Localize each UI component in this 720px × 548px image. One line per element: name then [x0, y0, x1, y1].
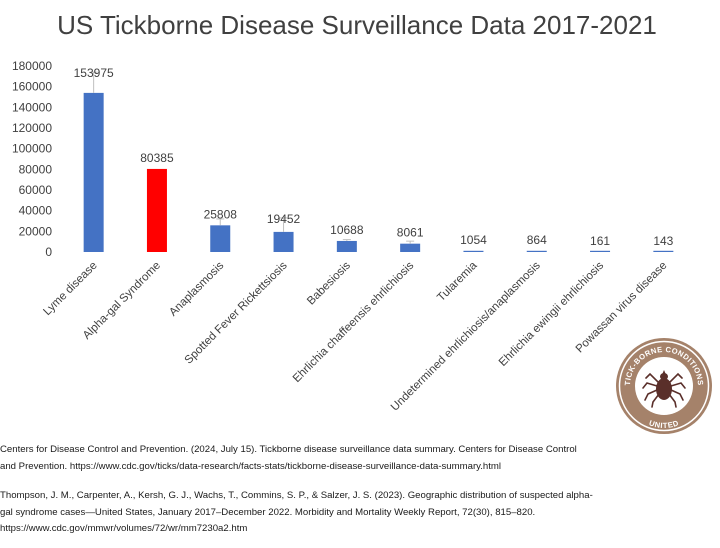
bar [526, 250, 547, 252]
y-tick-label: 120000 [12, 121, 52, 135]
data-label: 864 [527, 233, 547, 247]
logo: TICK-BORNE CONDITIONS UNITED [616, 338, 712, 434]
x-tick-label: Lyme disease [41, 260, 99, 318]
y-tick-label: 180000 [12, 59, 52, 73]
x-tick-label: Ehrlichia ewingii ehrlichiosis [497, 259, 606, 368]
data-label: 1054 [460, 233, 487, 247]
data-label: 143 [653, 234, 673, 248]
references: Centers for Disease Control and Preventi… [0, 442, 716, 538]
data-label: 10688 [330, 223, 364, 237]
y-tick-label: 20000 [19, 224, 53, 238]
bars [83, 92, 674, 252]
y-tick-label: 100000 [12, 142, 52, 156]
data-label: 8061 [397, 226, 424, 240]
bar [273, 231, 294, 252]
bar [336, 240, 357, 252]
chart-canvas: US Tickborne Disease Surveillance Data 2… [12, 10, 712, 434]
data-label: 19452 [267, 212, 301, 226]
bar [463, 250, 484, 252]
y-tick-label: 0 [45, 245, 52, 259]
error-bars [89, 71, 415, 244]
y-tick-label: 140000 [12, 100, 52, 114]
x-tick-label: Ehrlichia chaffeensis ehrlichiosis [291, 259, 417, 385]
y-tick-label: 80000 [19, 162, 53, 176]
x-tick-label: Spotted Fever Rickettsiosis [183, 259, 290, 366]
reference-thompson: Thompson, J. M., Carpenter, A., Kersh, G… [0, 490, 593, 534]
bar [590, 250, 611, 252]
bar [146, 168, 167, 252]
y-tick-label: 40000 [19, 204, 53, 218]
data-label: 161 [590, 234, 610, 248]
x-tick-label: Babesiosis [305, 259, 353, 307]
tick-icon [642, 370, 686, 408]
data-label: 80385 [140, 151, 174, 165]
x-tick-label: Tularemia [435, 259, 480, 304]
bar [653, 250, 674, 252]
y-axis: 0 20000 40000 60000 80000 100000 120000 140000 1… [12, 59, 52, 259]
bar [400, 243, 421, 252]
data-label: 153975 [74, 66, 114, 80]
data-label: 25808 [204, 207, 238, 221]
y-tick-label: 60000 [19, 183, 53, 197]
value-labels: 153975 80385 25808 19452 10688 8061 1054 864 161… [74, 66, 674, 248]
bar [83, 92, 104, 252]
logo-text-bottom: UNITED [648, 418, 680, 430]
y-tick-label: 160000 [12, 80, 52, 94]
reference-cdc: Centers for Disease Control and Preventi… [0, 444, 577, 472]
chart-title: US Tickborne Disease Surveillance Data 2… [57, 10, 657, 40]
bar [210, 225, 231, 252]
x-tick-label: Anaplasmosis [167, 259, 226, 318]
